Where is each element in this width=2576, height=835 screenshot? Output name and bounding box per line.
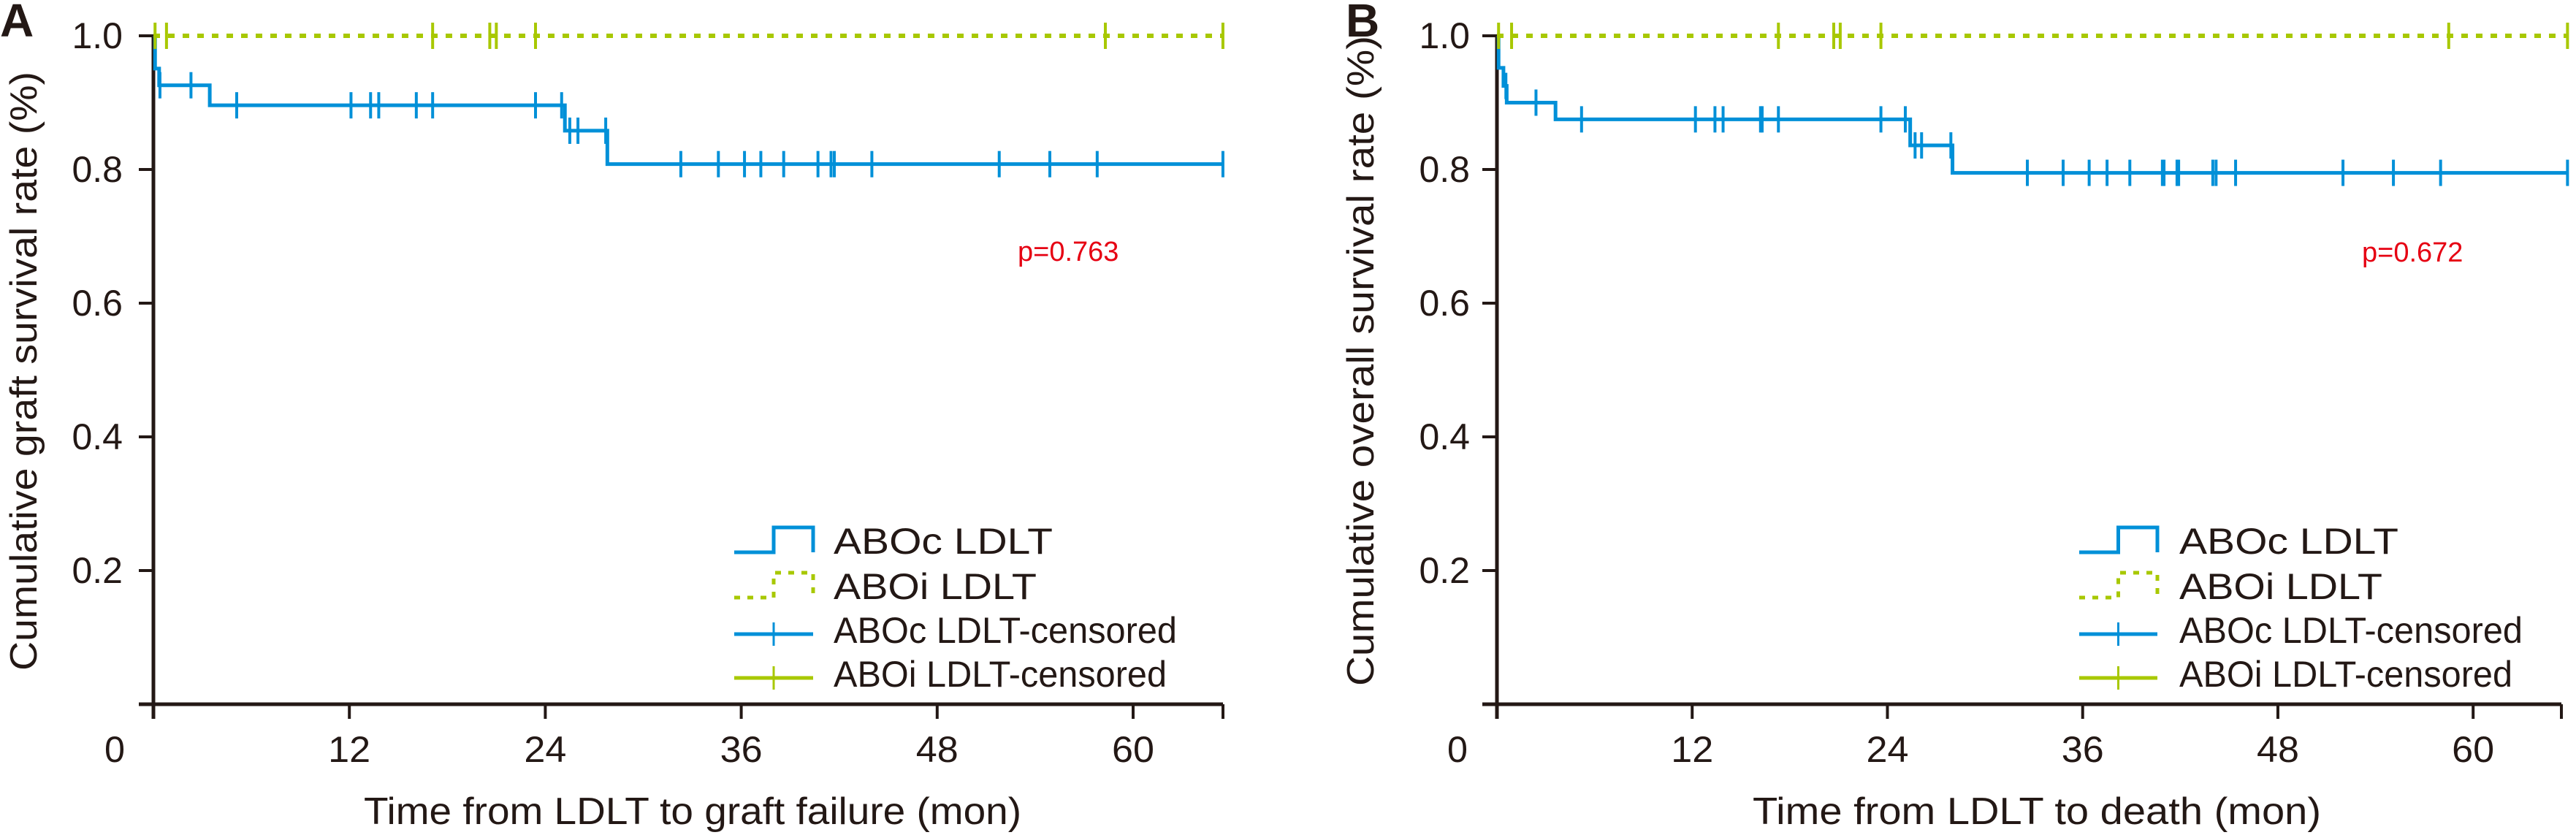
x-tick-label: 12 [1671, 729, 1713, 770]
axes: 0 12 24 36 48 60 0.2 0.4 0.6 0.8 1.0 [72, 15, 1224, 770]
x-tick-label: 48 [2257, 729, 2299, 770]
y-axis-title: Cumulative overall survival rate (%) [1340, 36, 1382, 686]
legend-label: ABOi LDLT-censored [2179, 654, 2512, 695]
legend-symbol-abo-compatible [734, 525, 815, 554]
x-tick-label: 36 [2062, 729, 2104, 770]
legend-symbol-abo-incompatible [2079, 571, 2160, 600]
x-tick-label: 12 [328, 729, 370, 770]
y-tick-label: 0.8 [72, 149, 123, 190]
y-tick-label: 0.6 [1419, 283, 1470, 324]
x-tick-label: 48 [916, 729, 959, 770]
legend-symbol-abo-incompatible [734, 571, 815, 600]
plot-area [153, 23, 1224, 178]
abo-compatible-curve [1496, 34, 2568, 175]
y-tick-label: 0.4 [1419, 416, 1470, 457]
x-tick-label: 60 [1112, 729, 1154, 770]
y-tick-label: 0.2 [72, 550, 123, 591]
p-value-annotation: p=0.763 [1018, 237, 1119, 267]
x-tick-label: 60 [2452, 729, 2494, 770]
p-value-annotation: p=0.672 [2362, 237, 2463, 268]
x-tick-label: 24 [1866, 729, 1908, 770]
legend-symbol-abo-compatible [2079, 525, 2160, 554]
axes: 0 12 24 36 48 60 0.2 0.4 0.6 0.8 1.0 [1419, 15, 2563, 770]
legend-label: ABOc LDLT-censored [2179, 610, 2523, 651]
legend-label: ABOi LDLT-censored [834, 654, 1167, 695]
legend-label: ABOi LDLT [834, 566, 1037, 607]
legend-label: ABOc LDLT-censored [834, 610, 1177, 651]
y-tick-label: 0.8 [1419, 149, 1470, 190]
x-tick-label: 0 [104, 729, 125, 770]
legend-label: ABOc LDLT [2179, 521, 2398, 562]
x-tick-label: 36 [720, 729, 763, 770]
y-tick-label: 1.0 [1419, 15, 1470, 56]
panel-label: B [1346, 0, 1379, 47]
x-axis-title: Time from LDLT to death (mon) [1753, 790, 2321, 833]
x-tick-label: 24 [524, 729, 566, 770]
y-tick-label: 0.2 [1419, 550, 1470, 591]
y-axis-title: Cumulative graft survival rate (%) [3, 72, 45, 671]
y-tick-label: 0.4 [72, 416, 123, 457]
abo-compatible-curve [153, 34, 1223, 167]
legend-label: ABOc LDLT [834, 521, 1053, 562]
panel-label: A [0, 0, 34, 47]
plot-area [1496, 23, 2569, 186]
x-tick-label: 0 [1447, 729, 1468, 770]
y-tick-label: 0.6 [72, 283, 123, 324]
panel-a: A Cumulative graft survival rate (%) Tim… [0, 0, 1224, 833]
legend-label: ABOi LDLT [2179, 566, 2382, 607]
y-tick-label: 1.0 [72, 15, 123, 56]
x-axis-title: Time from LDLT to graft failure (mon) [364, 790, 1021, 833]
panel-b: B Cumulative overall survival rate (%) T… [1340, 0, 2569, 833]
